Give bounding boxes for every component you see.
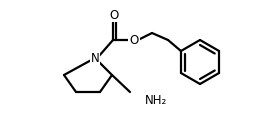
Text: NH₂: NH₂ <box>145 94 167 107</box>
Text: O: O <box>109 9 119 22</box>
Text: O: O <box>129 33 139 46</box>
Text: N: N <box>91 52 99 65</box>
